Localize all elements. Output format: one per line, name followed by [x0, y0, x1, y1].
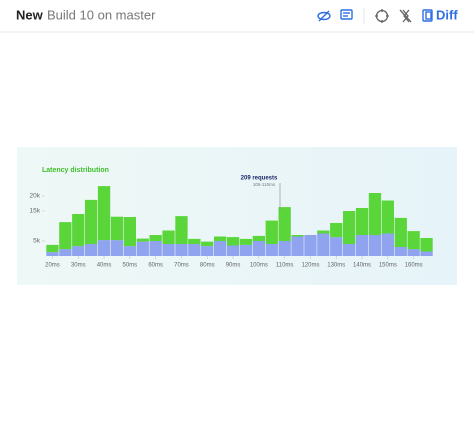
diff-icon[interactable]	[422, 9, 433, 22]
hide-icon[interactable]	[317, 10, 331, 22]
y-tick-label: 15k	[30, 208, 41, 215]
bar	[355, 208, 369, 235]
bar	[149, 235, 162, 241]
bar	[46, 244, 59, 253]
bar	[72, 214, 85, 247]
x-tick-label: 160ms	[405, 263, 423, 269]
bar	[162, 244, 175, 256]
bar	[214, 241, 227, 256]
bar	[355, 235, 369, 256]
x-tick-label: 70ms	[174, 263, 189, 269]
bar	[188, 238, 201, 244]
x-tick-label: 130ms	[327, 263, 345, 269]
x-tick-label: 50ms	[123, 263, 138, 269]
bar	[252, 241, 265, 256]
bar	[175, 244, 188, 256]
bar	[175, 216, 188, 244]
bar	[136, 238, 149, 242]
bar	[317, 230, 330, 234]
y-tick-label: 5k	[33, 238, 41, 245]
bar	[162, 230, 175, 244]
tooltip-range: 105-110ms	[253, 182, 276, 187]
bar	[394, 247, 407, 256]
x-tick-label: 140ms	[353, 263, 371, 269]
bar	[265, 244, 278, 256]
x-tick-label: 40ms	[97, 263, 112, 269]
bar	[85, 199, 98, 244]
bar	[420, 251, 433, 256]
bar	[149, 241, 162, 256]
bar	[368, 193, 382, 235]
bar	[110, 240, 124, 256]
chart-title: Latency distribution	[42, 167, 109, 174]
bar	[252, 235, 265, 241]
bar	[330, 237, 343, 256]
target-icon[interactable]	[375, 9, 389, 23]
bar	[330, 223, 343, 238]
header-title: New	[16, 7, 44, 22]
plot: 5k 15k 20k 20ms 30ms 40ms 50ms 60ms 70ms 80ms 90ms…	[30, 186, 433, 269]
bar	[136, 241, 149, 256]
header-subtitle: Build 10 on master	[47, 7, 156, 22]
bar	[239, 238, 253, 245]
x-tick-label: 90ms	[226, 263, 241, 269]
bar	[381, 233, 394, 256]
bar	[381, 200, 394, 234]
bar	[201, 246, 214, 256]
bar	[123, 246, 136, 256]
bar	[407, 231, 420, 250]
tooltip-title: 209 requests	[241, 176, 278, 182]
bar	[46, 252, 59, 256]
bar	[59, 222, 72, 250]
diff-button[interactable]: Diff	[436, 7, 458, 22]
bar	[317, 233, 330, 256]
x-tick-label: 150ms	[379, 263, 397, 269]
bar	[72, 246, 85, 256]
ignore-icon[interactable]	[399, 9, 412, 23]
x-tick-label: 80ms	[200, 263, 215, 269]
bar	[239, 244, 253, 256]
comment-icon[interactable]	[340, 9, 353, 20]
bar	[291, 235, 304, 237]
bar	[407, 249, 420, 256]
bar	[394, 217, 407, 247]
bar	[265, 220, 278, 244]
bar	[368, 235, 382, 256]
y-tick-label: 20k	[30, 193, 41, 200]
x-tick-label: 110ms	[276, 263, 294, 269]
bar	[291, 236, 304, 256]
bar	[226, 245, 240, 256]
x-tick-label: 100ms	[250, 263, 268, 269]
x-tick-label: 20ms	[45, 263, 60, 269]
bar	[59, 249, 72, 256]
bar	[226, 237, 240, 246]
bar	[304, 235, 317, 256]
bar	[343, 244, 356, 256]
bar	[343, 211, 356, 244]
x-tick-label: 30ms	[71, 263, 86, 269]
x-tick-label: 120ms	[301, 263, 319, 269]
bar	[188, 244, 201, 256]
bar	[201, 241, 214, 247]
bar	[214, 236, 227, 241]
x-tick-label: 60ms	[148, 263, 163, 269]
bar	[110, 216, 124, 241]
bar	[123, 217, 136, 247]
bar	[420, 238, 433, 252]
header	[0, 0, 474, 32]
bar	[278, 207, 291, 241]
bar	[278, 241, 291, 256]
bar	[97, 186, 111, 241]
bar	[97, 240, 111, 256]
bar	[85, 244, 98, 256]
